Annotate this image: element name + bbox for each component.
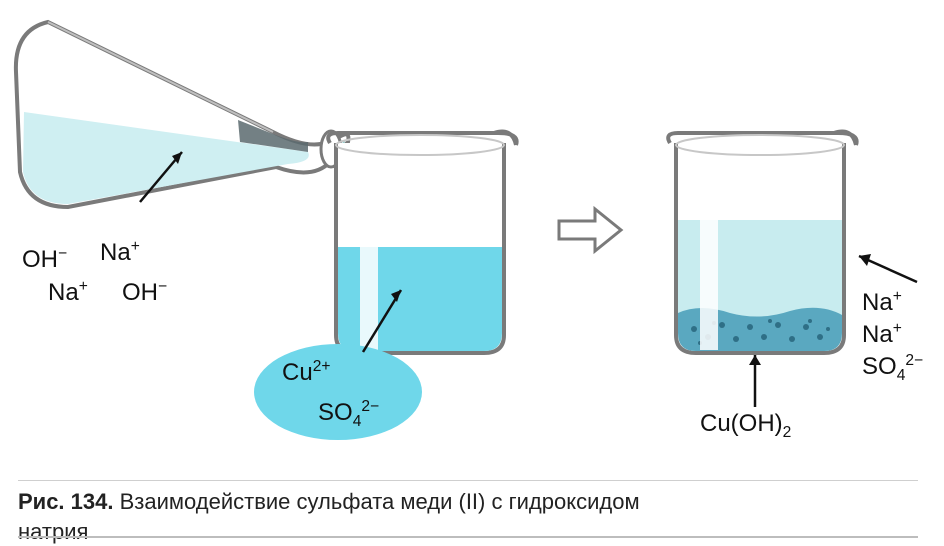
label-so4-r: SO42−: [862, 352, 923, 385]
pointer-to-supernatant-icon: [845, 242, 925, 292]
label-cuoh2: Cu(OH)2: [700, 410, 791, 442]
label-na-r1: Na+: [862, 288, 902, 317]
caption-text-1: Взаимодействие сульфата меди (II) с гидр…: [120, 489, 640, 514]
reaction-arrow-icon: [555, 205, 625, 255]
label-na-2: Na+: [48, 278, 88, 307]
label-na-r2: Na+: [862, 320, 902, 349]
pointer-oval-to-beaker-icon: [353, 280, 423, 360]
label-na-1: Na+: [100, 238, 140, 267]
beaker-right: [660, 125, 860, 360]
caption-text-2: натрия: [18, 519, 88, 544]
pointer-to-precipitate-icon: [735, 345, 775, 415]
label-oh-1: OH−: [22, 245, 67, 274]
caption-prefix: Рис. 134.: [18, 489, 113, 514]
label-so4-oval: SO42−: [318, 398, 379, 431]
pointer-to-flask-icon: [132, 140, 202, 210]
label-oh-2: OH−: [122, 278, 167, 307]
label-cu2plus: Cu2+: [282, 358, 330, 387]
diagram-stage: OH− Na+ Na+ OH− Cu2+ SO42− Cu(OH)2 Na+ N…: [0, 0, 944, 460]
caption-underline: [18, 536, 918, 538]
